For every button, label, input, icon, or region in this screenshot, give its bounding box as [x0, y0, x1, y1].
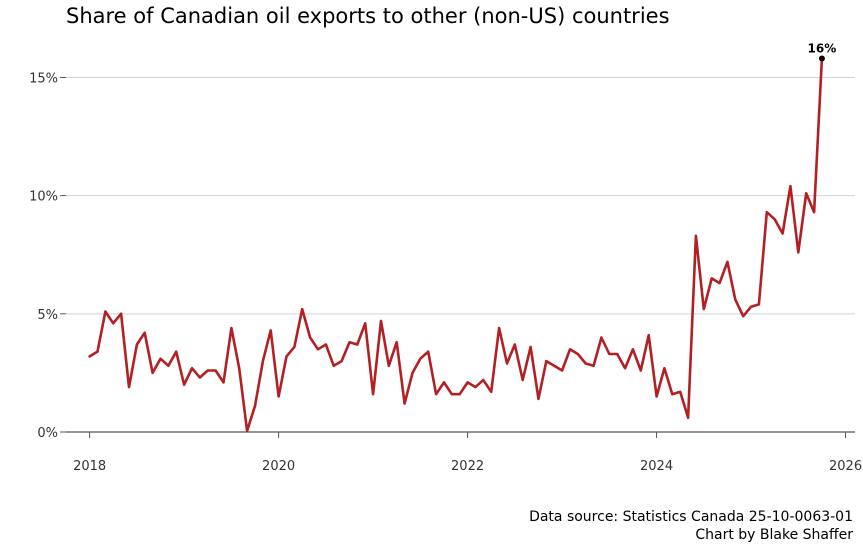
- annotation-label: 16%: [808, 42, 837, 56]
- chart-credit-line: Chart by Blake Shaffer: [695, 527, 853, 543]
- source-note: Data source: Statistics Canada 25-10-006…: [529, 508, 853, 544]
- x-tick-label: 2022: [451, 459, 484, 474]
- y-tick-label: 5%: [37, 308, 58, 323]
- x-axis-ticks: 2018 2020 2022 2024 2026: [73, 432, 862, 474]
- annotation-point: [818, 55, 825, 62]
- y-tick-label: 0%: [37, 426, 58, 441]
- y-tick-label: 10%: [29, 190, 58, 205]
- chart-title: Share of Canadian oil exports to other (…: [66, 4, 670, 28]
- gridlines: [66, 76, 855, 433]
- x-tick-label: 2024: [640, 459, 673, 474]
- y-tick-label: 15%: [29, 71, 58, 86]
- y-axis-ticks: 0% 5% 10% 15%: [29, 71, 66, 441]
- series-line: [88, 57, 824, 433]
- annotations: 16%: [808, 42, 837, 62]
- x-tick-label: 2026: [829, 459, 862, 474]
- x-tick-label: 2018: [73, 459, 106, 474]
- x-tick-label: 2020: [262, 459, 295, 474]
- data-source-line: Data source: Statistics Canada 25-10-006…: [529, 509, 853, 525]
